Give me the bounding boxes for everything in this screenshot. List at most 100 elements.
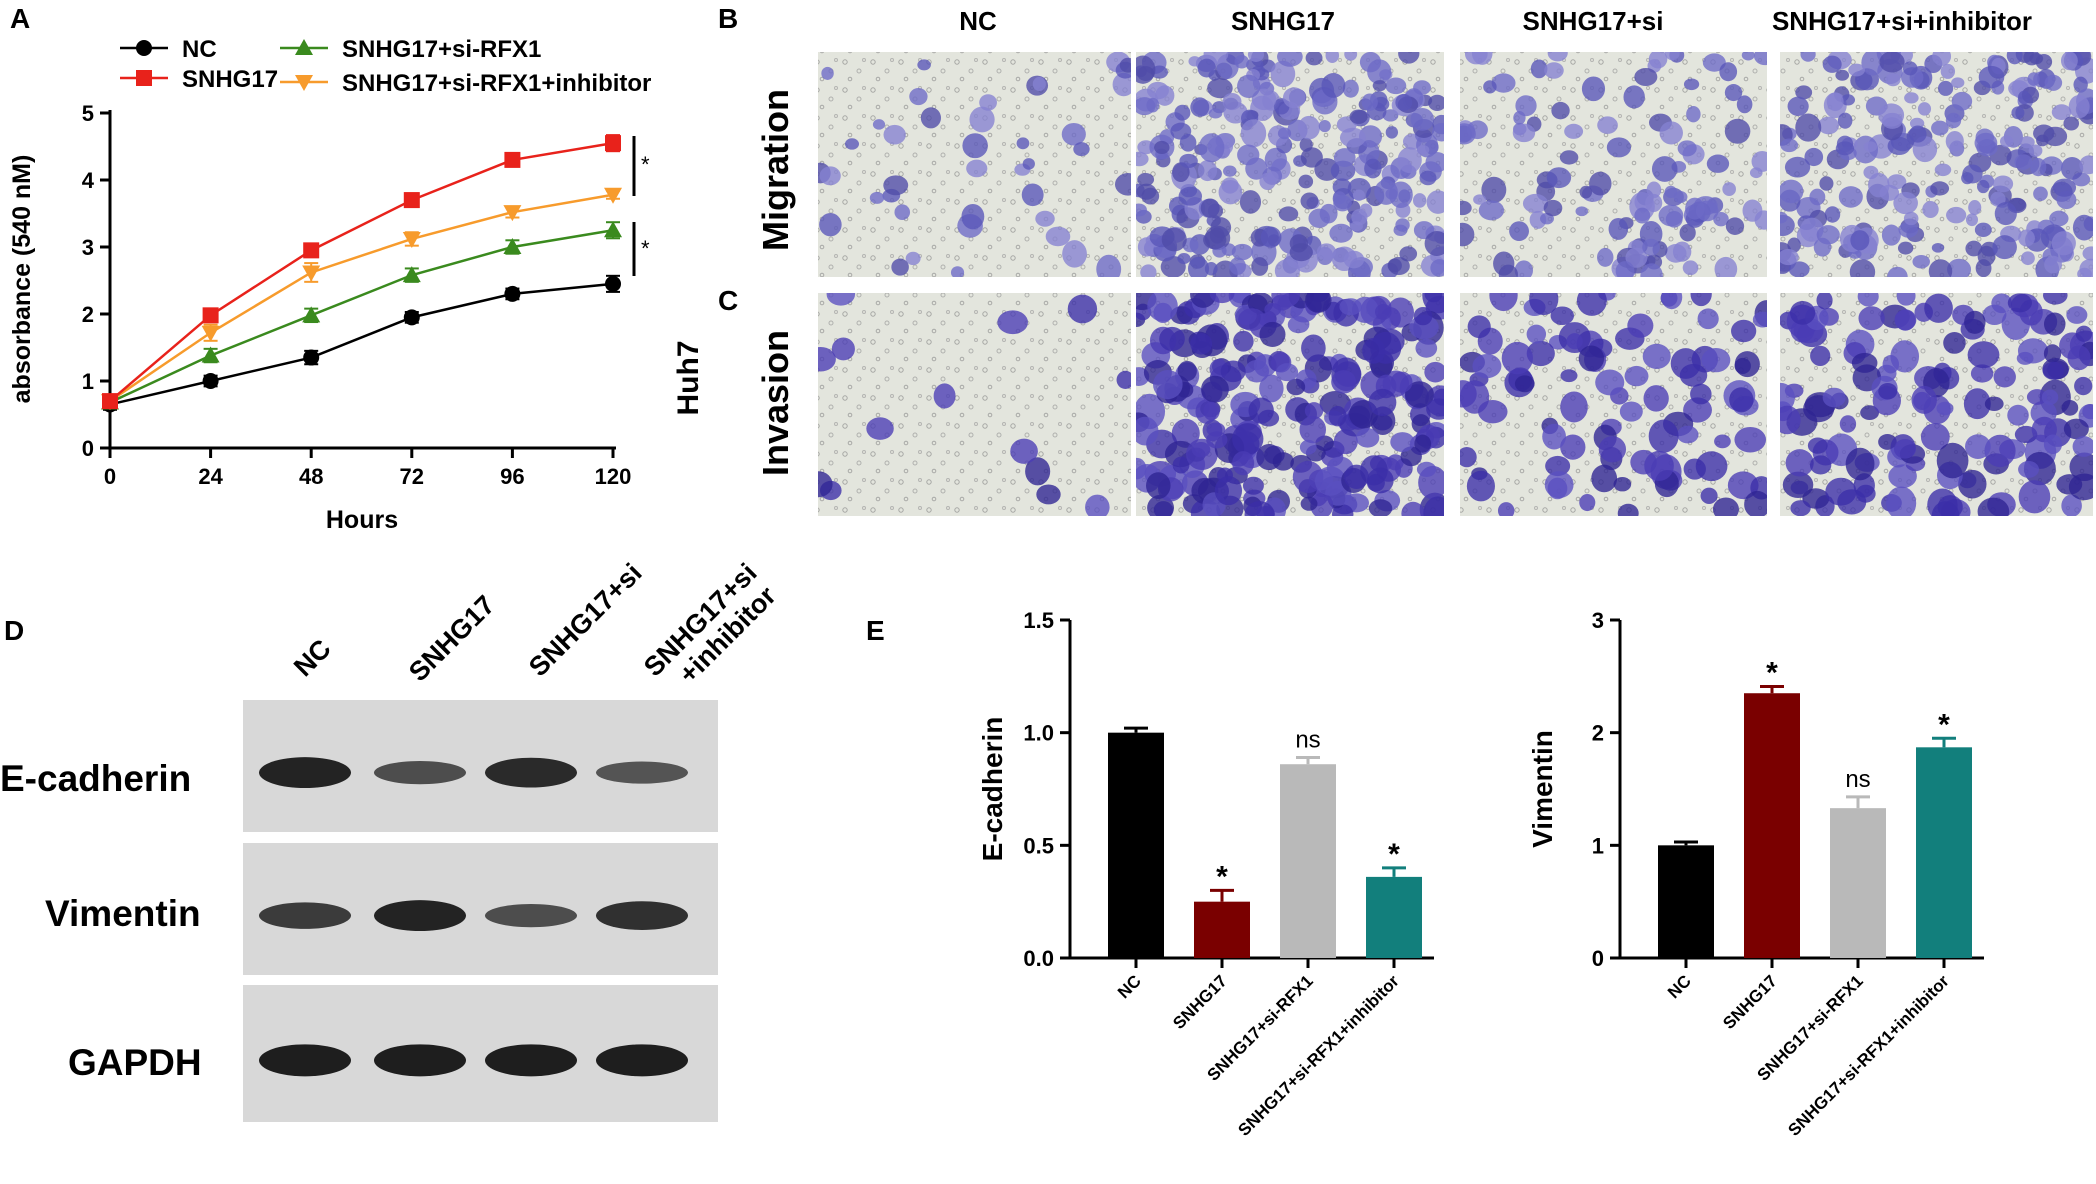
cell <box>1460 200 1472 216</box>
x-tick-label: 96 <box>500 464 524 489</box>
cell <box>1627 313 1654 338</box>
col-header-nc: NC <box>959 6 997 36</box>
cell <box>2018 480 2051 514</box>
cell <box>1896 293 1916 306</box>
cell <box>1424 231 1444 256</box>
cell <box>1136 203 1147 217</box>
cell <box>1993 366 2016 388</box>
cell <box>1679 224 1696 242</box>
cell <box>1032 76 1046 92</box>
cell <box>1581 76 1606 102</box>
data-point <box>403 309 420 326</box>
cell <box>819 166 841 186</box>
cell <box>1682 260 1699 276</box>
cell <box>1247 52 1265 62</box>
cell <box>1780 179 1804 204</box>
cell <box>1187 256 1210 277</box>
category-label: SNHG17+si-RFX1+inhibitor <box>1234 971 1403 1140</box>
cell <box>1240 119 1267 148</box>
stained-cells <box>1780 293 2093 516</box>
cell <box>1992 175 2014 193</box>
cell <box>1432 122 1444 142</box>
blot-band <box>596 1044 688 1077</box>
cell <box>1352 189 1365 201</box>
cell <box>909 87 928 106</box>
cell <box>2060 157 2084 180</box>
cell <box>1780 249 1799 266</box>
cell <box>1190 293 1217 308</box>
cell <box>1244 501 1275 516</box>
data-point <box>503 238 522 254</box>
x-axis-label: Hours <box>326 506 398 534</box>
cell <box>1314 466 1346 496</box>
cell <box>2061 494 2082 516</box>
cell <box>1270 60 1296 88</box>
x-tick-label: 48 <box>299 464 323 489</box>
cell <box>1478 400 1508 424</box>
cell <box>1515 95 1537 117</box>
cell <box>1385 188 1398 200</box>
cell <box>1272 452 1294 471</box>
data-point <box>303 242 320 259</box>
cell <box>869 191 885 204</box>
cell <box>997 310 1028 335</box>
cell <box>1368 499 1393 516</box>
cell <box>1893 439 1917 459</box>
cell <box>1395 93 1413 111</box>
category-label: SNHG17+si-RFX1+inhibitor <box>1784 971 1953 1140</box>
category-label: SNHG17 <box>1169 971 1231 1033</box>
cell <box>2072 214 2093 241</box>
cell <box>1701 347 1731 373</box>
cell <box>962 133 988 159</box>
y-tick-label: 1 <box>82 369 94 394</box>
blot-band <box>485 904 577 928</box>
cell <box>1329 223 1353 243</box>
cell <box>1416 144 1430 155</box>
cell <box>1826 92 1844 112</box>
cell <box>1136 416 1159 446</box>
cell <box>1401 501 1425 516</box>
data-point <box>201 346 220 363</box>
cell <box>1576 293 1607 316</box>
x-tick-label: 0 <box>104 464 116 489</box>
cell <box>1734 357 1751 375</box>
cell <box>1367 59 1392 85</box>
cell <box>1816 293 1833 310</box>
blot-band <box>374 761 466 785</box>
cell <box>1575 206 1589 217</box>
cell <box>1642 238 1660 256</box>
cell <box>1423 496 1444 516</box>
transwell-images: NC SNHG17 SNHG17+si SNHG17+si+inhibitor … <box>672 6 2093 516</box>
cell <box>1837 112 1853 129</box>
cell <box>1724 84 1743 102</box>
cell <box>2044 74 2063 91</box>
cell <box>1424 293 1443 303</box>
cell <box>2077 267 2092 277</box>
cell <box>1951 77 1965 89</box>
migration-image-4 <box>1780 52 2093 277</box>
cell <box>1897 241 1914 255</box>
cell <box>2043 293 2068 305</box>
cell <box>1264 147 1287 172</box>
y-axis-label: Vimentin <box>1527 730 1558 848</box>
cell <box>1351 209 1368 226</box>
cell <box>1978 65 2005 89</box>
cell <box>1887 136 1911 156</box>
cell <box>1887 174 1907 190</box>
blot-band <box>259 757 351 789</box>
cell <box>1615 261 1635 277</box>
cell <box>1551 101 1570 120</box>
cell <box>1237 144 1260 166</box>
cell <box>1204 261 1218 276</box>
cell <box>1426 398 1444 420</box>
cell <box>1664 52 1680 61</box>
series-line <box>109 229 614 404</box>
cell <box>1751 150 1767 172</box>
stained-cells <box>818 52 1131 277</box>
cell <box>1509 221 1529 242</box>
cell <box>1858 306 1885 331</box>
bar <box>1366 876 1422 958</box>
cell <box>1010 438 1038 464</box>
cell <box>2074 376 2093 396</box>
